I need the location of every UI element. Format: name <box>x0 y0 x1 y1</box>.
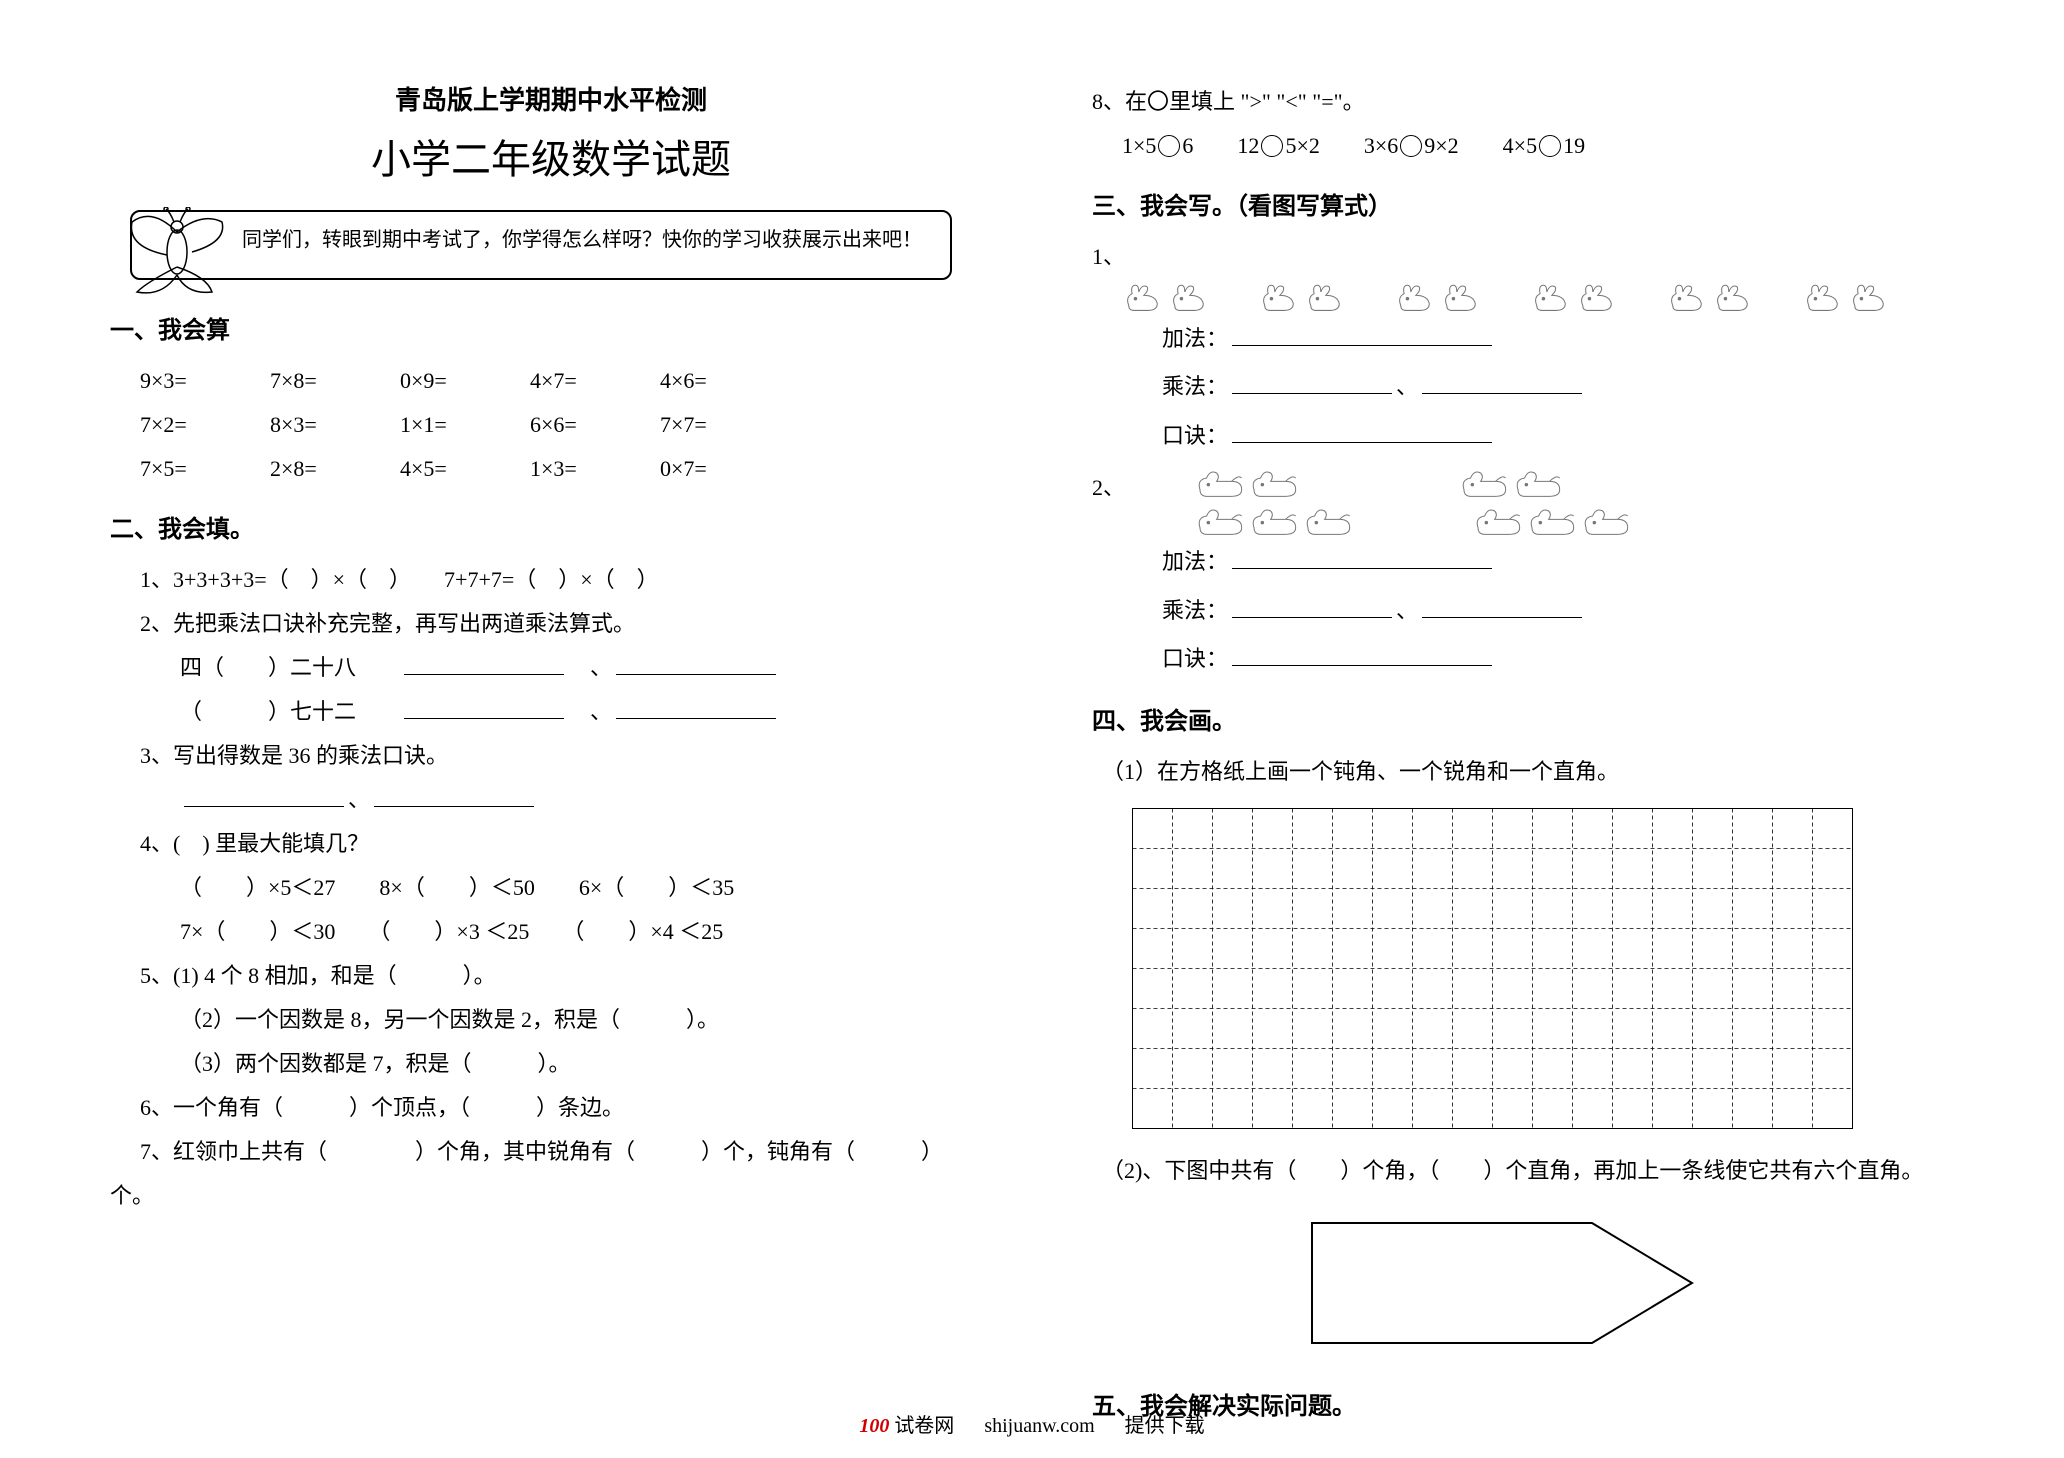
picture-row-1 <box>1122 279 1974 315</box>
calc-cell: 6×6= <box>530 403 660 447</box>
q3-1-add: 加法： <box>1162 315 1974 363</box>
grid-paper <box>1132 808 1974 1135</box>
q2-4a: 4、( ) 里最大能填几？ <box>140 822 992 866</box>
calc-cell: 7×7= <box>660 403 790 447</box>
footer-brand-num: 100 <box>859 1415 889 1437</box>
calc-cell: 2×8= <box>270 447 400 491</box>
q2-2c: （ ）七十二 、 <box>180 690 992 734</box>
footer: 100 试卷网 shijuanw.com 提供下载 <box>0 1409 2064 1438</box>
callout-text: 同学们，转眼到期中考试了，你学得怎么样呀？快你的学习收获展示出来吧！ <box>242 229 922 251</box>
q3-1-mul: 乘法：、 <box>1162 363 1974 411</box>
footer-url: shijuanw.com <box>984 1415 1094 1437</box>
picture-row-2b <box>1195 504 1974 538</box>
calc-cell: 1×1= <box>400 403 530 447</box>
q3-2-mul: 乘法：、 <box>1162 587 1974 635</box>
calc-cell: 4×7= <box>530 359 660 403</box>
calc-cell: 1×3= <box>530 447 660 491</box>
q3-2-label: 2、 <box>1092 466 1125 510</box>
q4-1: （1）在方格纸上画一个钝角、一个锐角和一个直角。 <box>1102 750 1974 794</box>
q2-1: 1、3+3+3+3=（ ）×（ ） 7+7+7=（ ）×（ ） <box>140 558 992 602</box>
q2-2a: 2、先把乘法口诀补充完整，再写出两道乘法算式。 <box>140 602 992 646</box>
q2-5b: （2）一个因数是 8，另一个因数是 2，积是（ ）。 <box>180 998 992 1042</box>
q3-1-label: 1、 <box>1092 235 1974 279</box>
q2-8b: 1×56 125×2 3×69×2 4×519 <box>1122 124 1974 168</box>
calc-cell: 9×3= <box>140 359 270 403</box>
q2-3a: 3、写出得数是 36 的乘法口诀。 <box>140 734 992 778</box>
calc-cell: 7×8= <box>270 359 400 403</box>
section-2-title: 二、我会填。 <box>110 509 992 544</box>
section-1-title: 一、我会算 <box>110 310 992 345</box>
footer-tail: 提供下载 <box>1125 1415 1205 1437</box>
section-3-title: 三、我会写。（看图写算式） <box>1092 186 1974 221</box>
pentagon-shape <box>1292 1203 1974 1368</box>
footer-brand-text: 试卷网 <box>889 1415 954 1437</box>
q2-7b: 个。 <box>110 1174 992 1218</box>
q2-2b: 四（ ）二十八 、 <box>180 646 992 690</box>
q2-8a: 8、在〇里填上 ">" "<" "="。 <box>1092 80 1974 124</box>
q4-2: （2)、下图中共有（ ）个角，（ ）个直角，再加上一条线使它共有六个直角。 <box>1102 1149 1974 1193</box>
q2-7a: 7、红领巾上共有（ ）个角，其中锐角有（ ）个，钝角有（ ） <box>140 1130 992 1174</box>
header-small: 青岛版上学期期中水平检测 <box>110 80 992 117</box>
butterfly-icon <box>122 207 242 297</box>
q2-5c: （3）两个因数都是 7，积是（ ）。 <box>180 1042 992 1086</box>
calc-cell: 8×3= <box>270 403 400 447</box>
calc-cell: 0×7= <box>660 447 790 491</box>
q2-5a: 5、(1) 4 个 8 相加，和是（ ）。 <box>140 954 992 998</box>
header-big: 小学二年级数学试题 <box>110 127 992 185</box>
q2-6: 6、一个角有（ ）个顶点，（ ）条边。 <box>140 1086 992 1130</box>
callout-box: 同学们，转眼到期中考试了，你学得怎么样呀？快你的学习收获展示出来吧！ <box>130 210 952 280</box>
q3-2-add: 加法： <box>1162 538 1974 586</box>
q3-1-rec: 口诀： <box>1162 412 1974 460</box>
q3-2-rec: 口诀： <box>1162 635 1974 683</box>
q2-4b: （ ）×5＜27 8×（ ）＜50 6×（ ）＜35 <box>180 866 992 910</box>
q2-3b: 、 <box>180 778 992 822</box>
calc-cell: 0×9= <box>400 359 530 403</box>
picture-row-2a <box>1195 466 1974 500</box>
grid-svg <box>1132 808 1854 1130</box>
calc-table: 9×3=7×8=0×9=4×7=4×6= 7×2=8×3=1×1=6×6=7×7=… <box>110 359 992 491</box>
calc-cell: 7×2= <box>140 403 270 447</box>
q2-4c: 7×（ ）＜30 （ ）×3 ＜25 （ ）×4 ＜25 <box>180 910 992 954</box>
section-4-title: 四、我会画。 <box>1092 701 1974 736</box>
calc-cell: 4×6= <box>660 359 790 403</box>
calc-cell: 4×5= <box>400 447 530 491</box>
calc-cell: 7×5= <box>140 447 270 491</box>
